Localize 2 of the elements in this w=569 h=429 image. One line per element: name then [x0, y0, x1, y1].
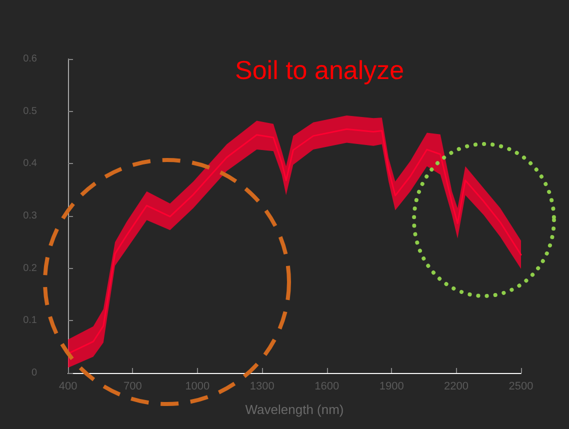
- chart-title: Soil to analyze: [235, 55, 404, 85]
- x-axis-title: Wavelength (nm): [245, 402, 344, 417]
